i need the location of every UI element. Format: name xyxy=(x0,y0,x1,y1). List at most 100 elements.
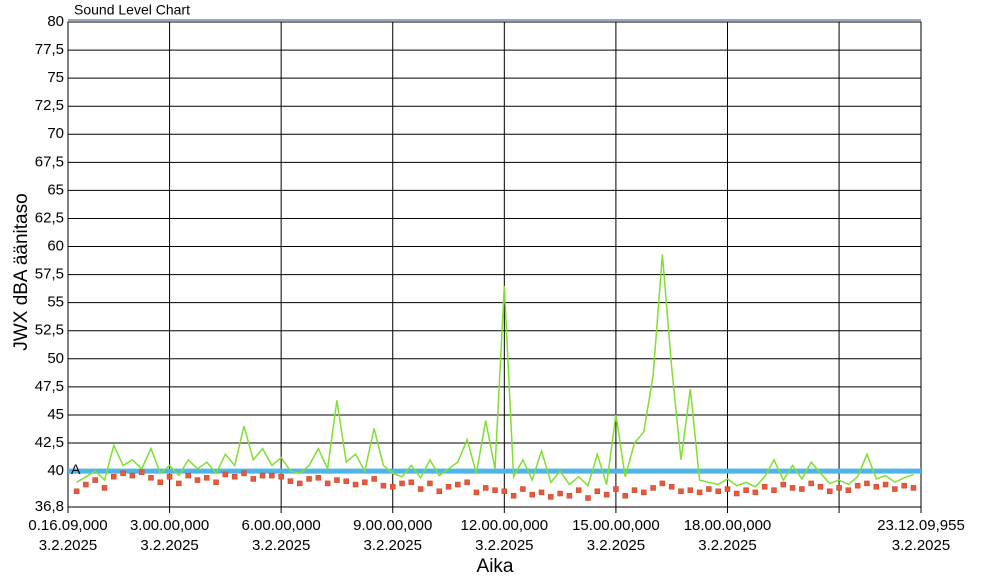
y-tick-label: 77,5 xyxy=(35,41,64,58)
data-point xyxy=(789,485,796,491)
data-point xyxy=(427,480,433,487)
data-point xyxy=(845,487,852,493)
data-point xyxy=(92,477,98,483)
data-point xyxy=(185,472,191,479)
data-point xyxy=(482,485,489,491)
data-point xyxy=(399,480,405,487)
y-tick-label: 40 xyxy=(47,462,64,479)
y-axis-label: JWX dBA äänitaso xyxy=(11,193,32,350)
y-tick-label: 67,5 xyxy=(35,153,64,170)
data-point xyxy=(799,486,805,492)
data-point xyxy=(548,494,554,500)
data-point xyxy=(343,478,349,484)
data-point xyxy=(445,484,452,490)
data-point xyxy=(278,473,284,480)
data-point xyxy=(148,475,154,481)
y-tick-label: 65 xyxy=(47,181,64,198)
data-point xyxy=(408,479,415,486)
data-point xyxy=(910,485,917,491)
data-point xyxy=(631,487,638,493)
data-point xyxy=(334,477,340,483)
data-point xyxy=(213,479,219,486)
data-point xyxy=(827,488,833,495)
data-point xyxy=(901,482,907,489)
data-point xyxy=(650,485,656,491)
data-point xyxy=(380,482,387,489)
data-point xyxy=(473,489,480,496)
x-tick-date: 3.2.2025 xyxy=(475,537,533,554)
data-point xyxy=(724,486,731,492)
data-point xyxy=(297,480,303,487)
x-tick-date: 3.2.2025 xyxy=(698,537,756,554)
data-point xyxy=(306,476,312,482)
data-point xyxy=(836,485,842,491)
data-point xyxy=(743,487,749,493)
x-tick-label: 6.00.00,000 xyxy=(242,517,321,534)
data-point xyxy=(101,485,108,491)
data-point xyxy=(166,473,173,480)
data-point xyxy=(259,472,266,479)
data-point xyxy=(194,477,201,483)
data-point xyxy=(575,487,582,493)
data-point xyxy=(241,470,247,477)
y-tick-label: 72,5 xyxy=(35,97,64,114)
y-tick-label: 50 xyxy=(47,350,64,367)
data-point xyxy=(138,469,145,475)
data-point xyxy=(269,472,275,479)
data-point xyxy=(111,473,117,480)
data-point xyxy=(362,479,368,486)
x-tick-label: 18.00.00,000 xyxy=(684,517,772,534)
y-tick-label: 52,5 xyxy=(35,322,64,339)
plot-frame xyxy=(67,21,922,508)
y-tick-label: 57,5 xyxy=(35,266,64,283)
data-point xyxy=(613,486,619,492)
y-tick-label: 47,5 xyxy=(35,378,64,395)
data-point xyxy=(73,488,80,495)
data-point xyxy=(222,471,229,478)
x-tick-label: 9.00.00,000 xyxy=(353,517,432,534)
y-tick-label: 60 xyxy=(47,238,64,255)
data-point xyxy=(389,484,396,490)
data-point xyxy=(520,486,526,492)
y-tick-label: 45 xyxy=(47,406,64,423)
x-tick-date: 3.2.2025 xyxy=(39,537,97,554)
data-point xyxy=(678,488,684,495)
data-point xyxy=(492,487,498,493)
data-point xyxy=(687,487,694,493)
data-point xyxy=(641,489,647,496)
data-point xyxy=(204,475,210,481)
y-tick-label: 80 xyxy=(47,13,64,30)
data-point xyxy=(538,489,545,496)
data-point xyxy=(892,486,898,492)
x-tick-date: 3.2.2025 xyxy=(252,537,310,554)
data-point xyxy=(157,479,164,486)
x-tick-date: 3.2.2025 xyxy=(140,537,198,554)
data-point xyxy=(417,486,424,492)
data-point xyxy=(585,495,591,501)
x-tick-label: 3.00.00,000 xyxy=(130,517,209,534)
data-point xyxy=(529,491,535,498)
data-point xyxy=(557,490,563,497)
data-point xyxy=(250,476,257,482)
data-point xyxy=(455,481,461,488)
data-point xyxy=(817,484,824,490)
data-point xyxy=(371,476,377,482)
data-point xyxy=(120,470,126,477)
data-point xyxy=(231,473,238,480)
data-point xyxy=(315,475,322,481)
data-point xyxy=(715,488,721,495)
data-point xyxy=(761,484,768,490)
x-tick-date: 3.2.2025 xyxy=(892,537,950,554)
data-point xyxy=(83,481,89,488)
data-point xyxy=(808,480,814,487)
y-tick-label: 62,5 xyxy=(35,209,64,226)
data-point xyxy=(176,480,182,487)
data-point xyxy=(594,488,601,495)
data-point xyxy=(352,481,359,488)
y-tick-label: 75 xyxy=(47,69,64,86)
data-point xyxy=(324,480,331,487)
x-tick-label: 12.00.00,000 xyxy=(461,517,549,534)
